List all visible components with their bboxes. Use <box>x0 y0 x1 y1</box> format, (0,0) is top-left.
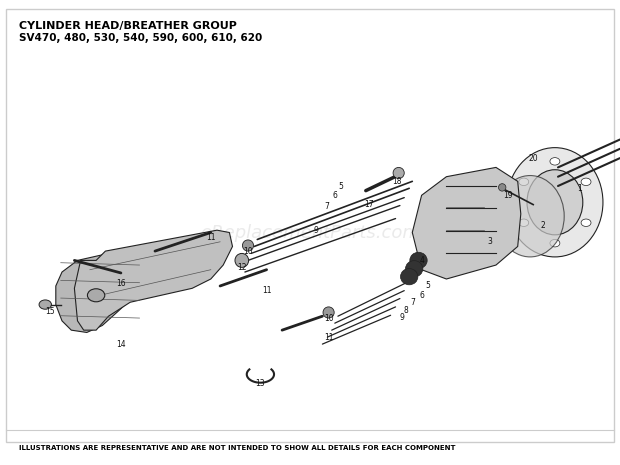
Text: eReplacementParts.com: eReplacementParts.com <box>200 224 420 241</box>
Polygon shape <box>412 167 521 279</box>
Circle shape <box>581 178 591 186</box>
Text: 6: 6 <box>332 191 337 200</box>
Text: 2: 2 <box>540 221 545 230</box>
Circle shape <box>519 178 529 186</box>
Text: 19: 19 <box>503 191 513 200</box>
Text: SV470, 480, 530, 540, 590, 600, 610, 620: SV470, 480, 530, 540, 590, 600, 610, 620 <box>19 33 262 43</box>
Ellipse shape <box>235 253 249 267</box>
Ellipse shape <box>410 252 427 269</box>
Text: 9: 9 <box>314 226 319 235</box>
Text: CYLINDER HEAD/BREATHER GROUP: CYLINDER HEAD/BREATHER GROUP <box>19 21 236 31</box>
Text: 15: 15 <box>45 307 55 316</box>
Circle shape <box>550 239 560 247</box>
Text: ILLUSTRATIONS ARE REPRESENTATIVE AND ARE NOT INTENDED TO SHOW ALL DETAILS FOR EA: ILLUSTRATIONS ARE REPRESENTATIVE AND ARE… <box>19 445 455 451</box>
Text: 5: 5 <box>425 281 430 291</box>
Ellipse shape <box>405 260 423 277</box>
Text: 6: 6 <box>419 291 424 300</box>
Circle shape <box>39 300 51 309</box>
Text: 7: 7 <box>410 298 415 307</box>
Text: 5: 5 <box>339 181 343 191</box>
Ellipse shape <box>393 167 404 179</box>
Text: 11: 11 <box>206 232 216 242</box>
Ellipse shape <box>496 176 564 257</box>
Text: 10: 10 <box>324 314 334 323</box>
Ellipse shape <box>323 307 334 318</box>
Text: 16: 16 <box>116 279 126 288</box>
Text: 8: 8 <box>404 306 409 315</box>
Text: 1: 1 <box>577 184 582 193</box>
Ellipse shape <box>242 240 254 251</box>
Text: 11: 11 <box>262 286 272 295</box>
Text: 14: 14 <box>116 339 126 349</box>
Circle shape <box>581 219 591 226</box>
Text: 12: 12 <box>237 263 247 272</box>
Text: 11: 11 <box>324 332 334 342</box>
Text: 18: 18 <box>392 177 402 186</box>
Ellipse shape <box>507 148 603 257</box>
Text: 4: 4 <box>419 256 424 265</box>
Ellipse shape <box>527 170 583 235</box>
Polygon shape <box>56 253 143 332</box>
Text: 7: 7 <box>324 202 329 211</box>
Circle shape <box>87 289 105 302</box>
Text: 3: 3 <box>487 237 492 246</box>
Ellipse shape <box>498 184 506 191</box>
Text: 20: 20 <box>528 153 538 163</box>
Ellipse shape <box>401 269 418 285</box>
Text: 17: 17 <box>364 200 374 209</box>
Polygon shape <box>74 230 232 330</box>
Text: 10: 10 <box>243 246 253 256</box>
Circle shape <box>550 158 560 165</box>
Circle shape <box>519 219 529 226</box>
Text: 9: 9 <box>399 312 404 322</box>
Text: 13: 13 <box>255 379 265 388</box>
